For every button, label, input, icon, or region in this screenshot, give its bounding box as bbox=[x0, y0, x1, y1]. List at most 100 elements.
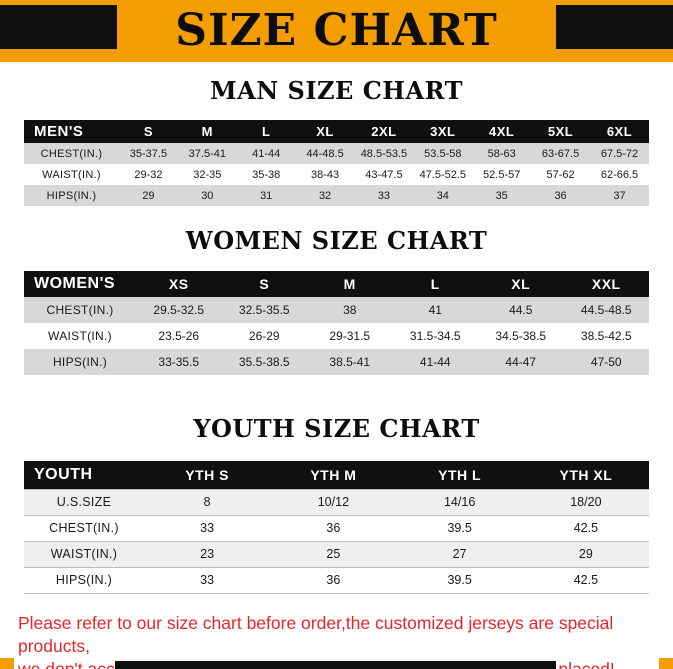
size-header-cell: XS bbox=[136, 271, 222, 297]
size-header-cell: 3XL bbox=[413, 120, 473, 143]
footer-line-1: Please refer to our size chart before or… bbox=[18, 613, 614, 656]
table-row: HIPS(IN.) 33-35.5 35.5-38.5 38.5-41 41-44 44-… bbox=[24, 349, 649, 375]
header-row: YOUTH YTH S YTH M YTH L YTH XL bbox=[24, 461, 649, 489]
value-cell: 33 bbox=[144, 566, 271, 594]
value-cell: 31.5-34.5 bbox=[409, 329, 461, 343]
value-cell: 31 bbox=[260, 189, 273, 202]
value-cell: 33 bbox=[377, 189, 391, 202]
value-cell: 41 bbox=[428, 303, 442, 317]
row-label-cell: WAIST(IN.) bbox=[48, 329, 112, 343]
bottom-black-bar bbox=[115, 661, 556, 669]
value-cell: 58-63 bbox=[487, 147, 516, 160]
title-banner bbox=[0, 0, 673, 62]
value-cell: 47.5-52.5 bbox=[419, 168, 467, 181]
bottom-corner-right bbox=[659, 658, 673, 669]
men-size-table: MEN'S S M L XL 2XL 3XL 4XL 5XL 6XL CHEST(IN.) 35-37… bbox=[24, 120, 649, 206]
value-cell: 36 bbox=[270, 566, 397, 594]
row-label-cell: U.S.SIZE bbox=[24, 488, 144, 515]
size-header-cell: XXL bbox=[563, 271, 649, 297]
value-cell: 29 bbox=[142, 189, 155, 202]
size-header-cell: 6XL bbox=[590, 120, 649, 143]
value-cell: 14/16 bbox=[396, 488, 523, 515]
value-cell: 29 bbox=[522, 540, 649, 567]
header-row: MEN'S S M L XL 2XL 3XL 4XL 5XL 6XL bbox=[24, 120, 649, 143]
value-cell: 37.5-41 bbox=[188, 147, 226, 160]
row-label-cell: CHEST(IN.) bbox=[40, 147, 103, 160]
value-cell: 25 bbox=[270, 540, 397, 567]
value-cell: 34.5-38.5 bbox=[495, 329, 547, 343]
size-header-cell: 4XL bbox=[472, 120, 532, 143]
size-header-cell: L bbox=[392, 271, 478, 297]
size-header-cell: YTH M bbox=[270, 461, 397, 489]
value-cell: 35 bbox=[495, 189, 508, 202]
value-cell: 27 bbox=[396, 540, 523, 567]
table-row: CHEST(IN.) 29.5-32.5 32.5-35.5 38 41 44.5 44.5… bbox=[24, 297, 649, 323]
header-row: WOMEN'S XS S M L XL XXL bbox=[24, 271, 649, 297]
value-cell: 26-29 bbox=[248, 329, 280, 343]
table-row: HIPS(IN.) 33 36 39.5 42.5 bbox=[24, 566, 649, 594]
row-label-cell: WAIST(IN.) bbox=[24, 540, 144, 567]
value-cell: 43-47.5 bbox=[365, 168, 403, 181]
size-header-cell: 5XL bbox=[531, 120, 590, 143]
table-row: WAIST(IN.) 29-32 32-35 35-38 38-43 43-47.5 47.… bbox=[24, 164, 649, 185]
row-label-cell: CHEST(IN.) bbox=[46, 303, 114, 317]
value-cell: 32-35 bbox=[193, 168, 222, 181]
value-cell: 38.5-41 bbox=[329, 355, 371, 369]
value-cell: 41-44 bbox=[419, 355, 451, 369]
value-cell: 39.5 bbox=[396, 514, 523, 541]
size-header-cell: S bbox=[119, 120, 178, 143]
table-title-cell: WOMEN'S bbox=[24, 271, 136, 297]
value-cell: 44.5-48.5 bbox=[580, 303, 632, 317]
value-cell: 44-48.5 bbox=[306, 147, 344, 160]
value-cell: 38.5-42.5 bbox=[580, 329, 632, 343]
corner-block-right bbox=[556, 5, 673, 49]
row-label-cell: HIPS(IN.) bbox=[46, 189, 97, 202]
value-cell: 35-38 bbox=[252, 168, 281, 181]
value-cell: 29-32 bbox=[134, 168, 163, 181]
value-cell: 52.5-57 bbox=[483, 168, 521, 181]
value-cell: 63-67.5 bbox=[541, 147, 580, 160]
women-section-heading: WOMEN SIZE CHART bbox=[185, 226, 488, 255]
row-label-cell: HIPS(IN.) bbox=[52, 355, 108, 369]
size-header-cell: XL bbox=[295, 120, 355, 143]
bottom-corner-left bbox=[0, 658, 14, 669]
value-cell: 47-50 bbox=[590, 355, 622, 369]
size-header-cell: YTH XL bbox=[522, 461, 649, 489]
value-cell: 48.5-53.5 bbox=[360, 147, 408, 160]
value-cell: 35-37.5 bbox=[129, 147, 168, 160]
table-row: WAIST(IN.) 23.5-26 26-29 29-31.5 31.5-34.5 34… bbox=[24, 323, 649, 349]
value-cell: 33 bbox=[144, 514, 271, 541]
size-header-cell: YTH L bbox=[396, 461, 523, 489]
corner-block-left bbox=[0, 5, 117, 49]
value-cell: 33-35.5 bbox=[158, 355, 200, 369]
size-header-cell: S bbox=[221, 271, 307, 297]
table-title-cell: MEN'S bbox=[24, 120, 119, 143]
value-cell: 38-43 bbox=[310, 168, 340, 181]
value-cell: 10/12 bbox=[270, 488, 397, 515]
table-row: CHEST(IN.) 35-37.5 37.5-41 41-44 44-48.5 48.5… bbox=[24, 143, 649, 164]
value-cell: 29-31.5 bbox=[329, 329, 371, 343]
youth-section-heading: YOUTH SIZE CHART bbox=[193, 414, 480, 443]
value-cell: 29.5-32.5 bbox=[153, 303, 205, 317]
size-header-cell: 2XL bbox=[354, 120, 414, 143]
table-row: U.S.SIZE 8 10/12 14/16 18/20 bbox=[24, 488, 649, 515]
value-cell: 30 bbox=[201, 189, 214, 202]
value-cell: 23 bbox=[144, 540, 271, 567]
table-row: WAIST(IN.) 23 25 27 29 bbox=[24, 540, 649, 567]
size-header-cell: M bbox=[177, 120, 237, 143]
page-title: SIZE CHART bbox=[175, 5, 498, 56]
table-row: HIPS(IN.) 29 30 31 32 33 34 35 36 37 bbox=[24, 185, 649, 206]
value-cell: 39.5 bbox=[396, 566, 523, 594]
women-size-table: WOMEN'S XS S M L XL XXL CHEST(IN.) 29.5-32.5 32.5… bbox=[24, 271, 649, 375]
value-cell: 67.5-72 bbox=[600, 147, 639, 160]
value-cell: 42.5 bbox=[522, 514, 649, 541]
row-label-cell: CHEST(IN.) bbox=[24, 514, 144, 541]
value-cell: 38 bbox=[343, 303, 357, 317]
value-cell: 36 bbox=[554, 189, 567, 202]
value-cell: 44-47 bbox=[505, 355, 537, 369]
value-cell: 32 bbox=[318, 189, 332, 202]
value-cell: 35.5-38.5 bbox=[238, 355, 290, 369]
size-header-cell: L bbox=[236, 120, 296, 143]
row-label-cell: HIPS(IN.) bbox=[24, 566, 144, 594]
